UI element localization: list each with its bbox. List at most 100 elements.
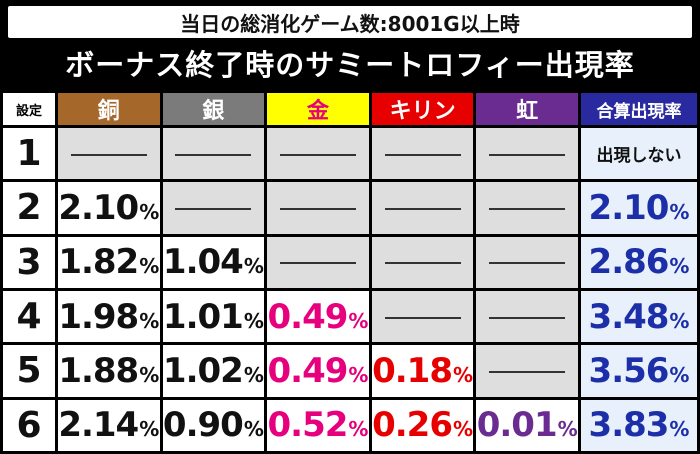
kirin-empty-cell	[371, 236, 474, 288]
header-kirin: キリン	[371, 93, 474, 125]
kirin-rate-value: 0.18	[372, 350, 453, 391]
dash-line	[489, 262, 566, 265]
table-row: 1 出現しない	[3, 128, 697, 180]
kirin-empty-cell	[371, 128, 474, 180]
gold-empty-cell	[267, 236, 369, 288]
percent-sign: %	[453, 417, 474, 442]
percent-sign: %	[348, 308, 369, 333]
silver-rate-cell: 1.01%	[162, 290, 265, 343]
gold-rate-cell: 0.49%	[267, 345, 369, 397]
rainbow-empty-cell	[476, 182, 578, 234]
percent-sign: %	[139, 362, 160, 387]
table-row: 6 2.14% 0.90% 0.52% 0.26% 0.01% 3.83%	[3, 399, 697, 451]
setting-cell: 5	[3, 345, 55, 397]
gold-rate-value: 0.52	[267, 405, 349, 446]
silver-rate-value: 1.04	[162, 242, 244, 283]
not-shown-text: 出現しない	[596, 146, 682, 167]
setting-cell: 3	[3, 236, 55, 288]
silver-rate-cell: 0.90%	[162, 399, 265, 451]
copper-rate-cell: 1.98%	[58, 290, 160, 343]
dash-line	[384, 207, 461, 210]
condition-banner: 当日の総消化ゲーム数:8001G以上時	[8, 6, 692, 38]
copper-rate-value: 2.10	[58, 187, 139, 228]
silver-rate-cell: 1.02%	[162, 345, 265, 397]
total-rate-cell: 3.83%	[581, 399, 697, 451]
percent-sign: %	[453, 362, 474, 387]
copper-rate-value: 1.82	[58, 242, 139, 283]
rainbow-rate-cell: 0.01%	[476, 399, 578, 451]
table-row: 2 2.10% 2.10%	[3, 182, 697, 234]
dash-line	[489, 207, 566, 210]
total-rate-cell: 出現しない	[581, 128, 697, 180]
total-rate-value: 3.83	[588, 405, 670, 446]
total-rate-value: 3.56	[588, 350, 670, 391]
rainbow-empty-cell	[476, 128, 578, 180]
dash-line	[70, 153, 147, 156]
rainbow-empty-cell	[476, 236, 578, 288]
copper-rate-value: 1.88	[58, 350, 139, 391]
silver-rate-value: 0.90	[162, 405, 244, 446]
gold-empty-cell	[267, 128, 369, 180]
dash-line	[175, 207, 252, 210]
rainbow-empty-cell	[476, 345, 578, 397]
percent-sign: %	[243, 308, 264, 333]
setting-cell: 4	[3, 290, 55, 343]
table-row: 4 1.98% 1.01% 0.49% 3.48%	[3, 290, 697, 343]
copper-empty-cell	[58, 128, 160, 180]
dash-line	[489, 370, 566, 373]
percent-sign: %	[669, 417, 690, 442]
copper-rate-cell: 1.82%	[58, 236, 160, 288]
gold-rate-cell: 0.52%	[267, 399, 369, 451]
copper-rate-cell: 1.88%	[58, 345, 160, 397]
silver-rate-cell: 1.04%	[162, 236, 265, 288]
percent-sign: %	[139, 417, 160, 442]
table-title: ボーナス終了時のサミートロフィー出現率	[65, 48, 635, 82]
dash-line	[489, 153, 566, 156]
dash-line	[175, 153, 252, 156]
kirin-rate-cell: 0.26%	[371, 399, 474, 451]
dash-line	[279, 262, 356, 265]
kirin-rate-value: 0.26	[372, 405, 453, 446]
total-rate-cell: 2.10%	[581, 182, 697, 234]
dash-line	[384, 153, 461, 156]
silver-empty-cell	[162, 182, 265, 234]
gold-rate-value: 0.49	[267, 350, 349, 391]
table-row: 3 1.82% 1.04% 2.86%	[3, 236, 697, 288]
percent-sign: %	[557, 417, 578, 442]
percent-sign: %	[669, 308, 690, 333]
header-rainbow: 虹	[476, 93, 578, 125]
gold-empty-cell	[267, 182, 369, 234]
header-total: 合算出現率	[581, 93, 697, 125]
total-rate-cell: 2.86%	[581, 236, 697, 288]
copper-rate-value: 1.98	[58, 296, 139, 337]
kirin-rate-cell: 0.18%	[371, 345, 474, 397]
total-rate-cell: 3.48%	[581, 290, 697, 343]
copper-rate-cell: 2.10%	[58, 182, 160, 234]
kirin-empty-cell	[371, 290, 474, 343]
silver-rate-value: 1.01	[162, 296, 244, 337]
dash-line	[279, 153, 356, 156]
percent-sign: %	[243, 254, 264, 279]
dash-line	[384, 262, 461, 265]
rate-table: 設定 銅 銀 金 キリン 虹 合算出現率 1 出現しない 2 2.10% 2.10% 3 1…	[0, 90, 700, 454]
header-silver: 銀	[162, 93, 265, 125]
gold-rate-cell: 0.49%	[267, 290, 369, 343]
rainbow-rate-value: 0.01	[476, 405, 558, 446]
setting-cell: 6	[3, 399, 55, 451]
total-rate-value: 2.86	[588, 242, 670, 283]
percent-sign: %	[243, 417, 264, 442]
percent-sign: %	[348, 417, 369, 442]
dash-line	[384, 316, 461, 319]
copper-rate-value: 2.14	[58, 405, 139, 446]
copper-rate-cell: 2.14%	[58, 399, 160, 451]
percent-sign: %	[139, 308, 160, 333]
header-row: 設定 銅 銀 金 キリン 虹 合算出現率	[3, 93, 697, 125]
header-setting: 設定	[3, 93, 55, 125]
percent-sign: %	[348, 362, 369, 387]
kirin-empty-cell	[371, 182, 474, 234]
total-rate-cell: 3.56%	[581, 345, 697, 397]
silver-empty-cell	[162, 128, 265, 180]
dash-line	[279, 207, 356, 210]
rainbow-empty-cell	[476, 290, 578, 343]
